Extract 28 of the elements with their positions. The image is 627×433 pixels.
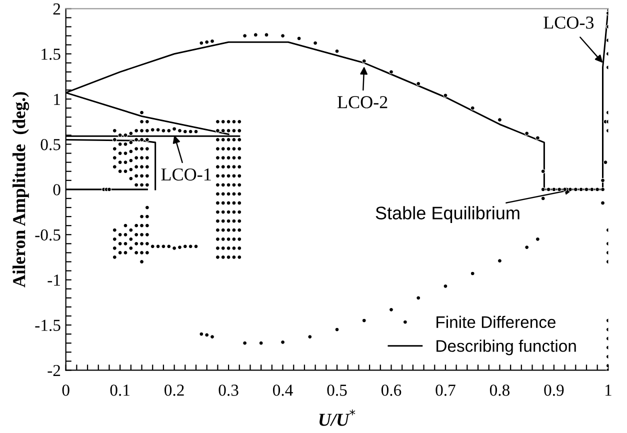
x-tick-label: 0.8 — [490, 384, 510, 396]
y-tick-label: -0.5 — [35, 229, 60, 241]
y-tick-label: -2 — [48, 364, 60, 376]
x-tick-label: 0.7 — [436, 384, 456, 396]
x-tick-label: 0.1 — [110, 384, 130, 396]
x-tick-label: 1 — [605, 384, 612, 396]
annotation: LCO-1 — [161, 168, 211, 181]
annotation: LCO-2 — [338, 96, 388, 108]
y-tick-label: 0 — [53, 184, 60, 196]
legend-label: Finite Difference — [436, 316, 556, 328]
y-tick-label: 1 — [54, 94, 60, 105]
x-tick-label: 0.4 — [272, 384, 293, 396]
x-tick-label: 0 — [62, 384, 70, 396]
y-tick-label: 2 — [53, 3, 60, 14]
y-tick-label: -1.5 — [35, 320, 60, 332]
y-tick-label: 0.5 — [40, 138, 60, 150]
x-tick-label: 0.3 — [218, 384, 238, 396]
x-tick-label: 0.9 — [544, 384, 564, 396]
annotation: LCO-3 — [544, 16, 594, 29]
annotation: Stable Equilibrium — [376, 206, 520, 224]
x-tick-label: 0.6 — [381, 384, 402, 396]
x-axis-title: U/U$^{*}$ — [319, 409, 356, 426]
y-tick-label: -1 — [48, 274, 60, 286]
y-axis-title: Aileron Amplitude (deg.) — [12, 92, 30, 288]
y-tick-label: 1.5 — [42, 48, 60, 60]
x-tick-label: 0.5 — [327, 384, 347, 396]
x-tick-label: 0.2 — [164, 384, 184, 396]
legend-label: Describing function — [436, 340, 576, 356]
